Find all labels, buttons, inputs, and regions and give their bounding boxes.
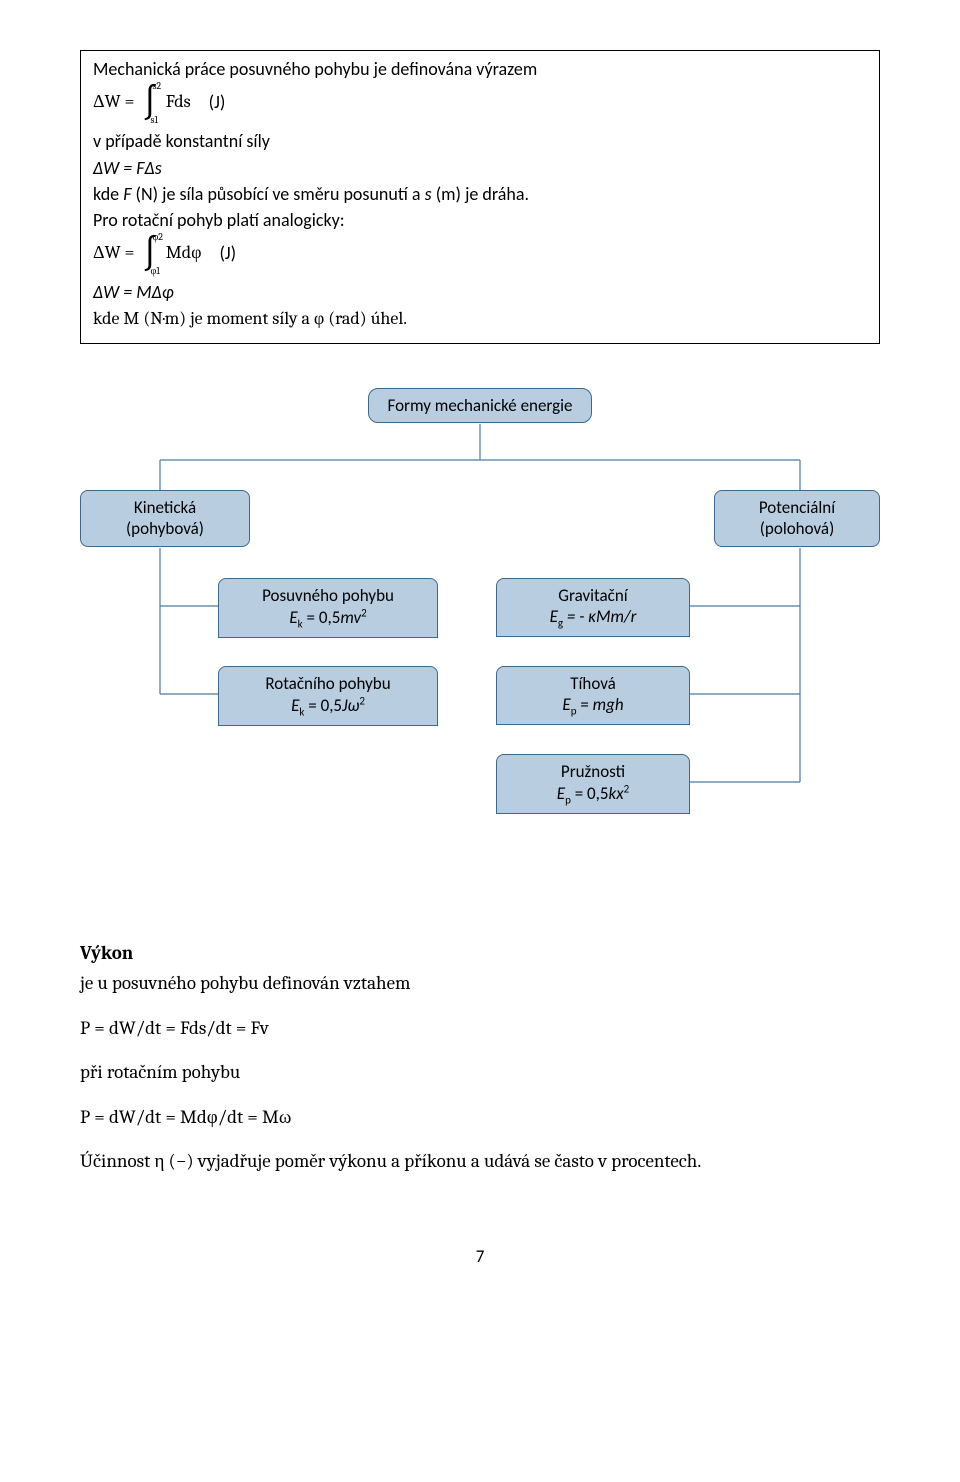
equation: ΔW = MΔφ (93, 280, 867, 304)
node-kinetic: Kinetická (pohybová) (80, 490, 250, 547)
diagram-connectors (80, 378, 880, 898)
node-spring: Pružnosti Ep = 0,5kx2 (496, 754, 690, 814)
text-line: je u posuvného pohybu definován vztahem (80, 968, 880, 998)
text-line: v případě konstantní síly (93, 129, 867, 153)
text-line: Pro rotační pohyb platí analogicky: (93, 208, 867, 232)
text-line: Mechanická práce posuvného pohybu je def… (93, 57, 867, 81)
node-weight: Tíhová Ep = mgh (496, 666, 690, 725)
equation: P = dW/dt = Mdφ/dt = Mω (80, 1102, 880, 1132)
node-translational: Posuvného pohybu Ek = 0,5mv2 (218, 578, 438, 638)
equation: ΔW = φ2 ∫ φ1 Mdφ (J) (93, 238, 867, 270)
node-rotational: Rotačního pohybu Ek = 0,5Jω2 (218, 666, 438, 726)
page-number: 7 (80, 1246, 880, 1267)
diagram-root: Formy mechanické energie (368, 388, 592, 423)
equation: ΔW = s2 ∫ s1 Fds (J) (93, 87, 867, 119)
section-heading: Výkon (80, 938, 880, 968)
node-potential: Potenciální (polohová) (714, 490, 880, 547)
text-line: kde F (N) je síla působící ve směru posu… (93, 182, 867, 206)
text-line: při rotačním pohybu (80, 1057, 880, 1087)
text-line: Účinnost η (−) vyjadřuje poměr výkonu a … (80, 1146, 880, 1176)
equation: ΔW = FΔs (93, 156, 867, 180)
definition-box: Mechanická práce posuvného pohybu je def… (80, 50, 880, 344)
page: Mechanická práce posuvného pohybu je def… (0, 0, 960, 1297)
energy-diagram: Formy mechanické energie Kinetická (pohy… (80, 378, 880, 898)
text-line: kde M (N·m) je moment síly a φ (rad) úhe… (93, 307, 867, 331)
integral-symbol: φ2 ∫ φ1 (142, 238, 157, 270)
power-section: Výkon je u posuvného pohybu definován vz… (80, 938, 880, 1176)
node-gravitational: Gravitační Eg = - κMm/r (496, 578, 690, 637)
integral-symbol: s2 ∫ s1 (142, 87, 157, 119)
equation: P = dW/dt = Fds/dt = Fv (80, 1013, 880, 1043)
